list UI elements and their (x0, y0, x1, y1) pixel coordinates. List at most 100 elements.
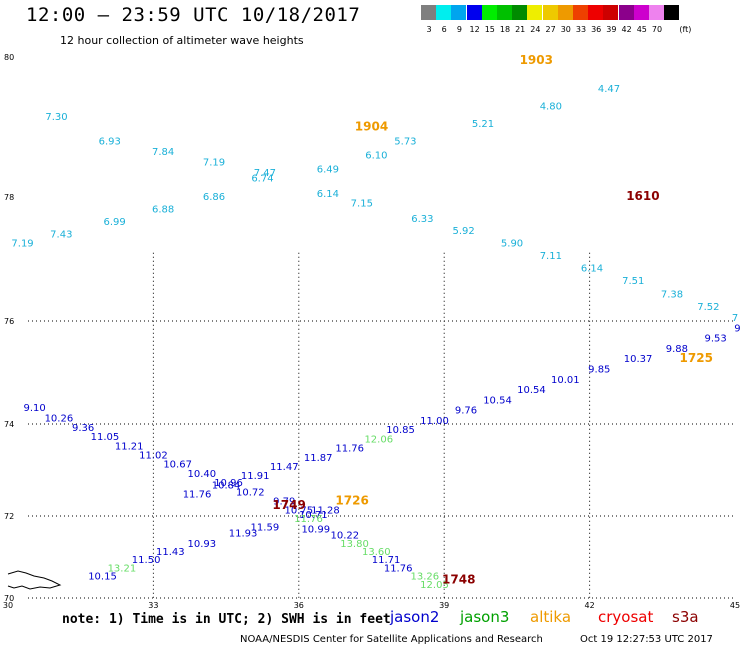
track-time-label: 1749 (272, 498, 305, 512)
swh-value-label: 11.21 (115, 441, 144, 452)
legend-value-label: 70 (651, 25, 663, 34)
swh-value-label: 11.05 (91, 432, 120, 443)
swh-value-label: 9 (734, 323, 740, 334)
swh-value-label: 7 (732, 313, 738, 324)
swh-value-label: 6.86 (203, 192, 225, 203)
legend-swatch (588, 5, 604, 20)
swh-value-label: 10.40 (188, 469, 217, 480)
swh-value-label: 12.05 (420, 580, 449, 591)
swh-value-label: 11.76 (294, 514, 323, 525)
swh-value-label: 10.99 (301, 524, 330, 535)
swh-value-label: 10.26 (45, 413, 74, 424)
longitude-tick-label: 30 (3, 601, 13, 610)
swh-value-label: 6.88 (152, 205, 174, 216)
swh-value-label: 9.53 (704, 334, 726, 345)
swh-value-label: 7.30 (45, 112, 67, 123)
legend-value-label: 36 (591, 25, 602, 34)
swh-value-label: 9.79 (273, 497, 295, 508)
legend-swatch (527, 5, 543, 20)
swh-value-label: 6.49 (317, 165, 339, 176)
swh-value-label: 5.73 (394, 137, 416, 148)
swh-value-label: 7.11 (540, 251, 562, 262)
track-time-label: 1610 (626, 189, 659, 203)
swh-value-label: 7.47 (254, 168, 276, 179)
longitude-tick-label: 33 (148, 601, 158, 610)
swh-value-label: 9.10 (24, 403, 46, 414)
legend-swatch (497, 5, 512, 20)
legend-value-label: 15 (484, 25, 495, 34)
latitude-tick-label: 76 (4, 317, 14, 326)
swh-value-label: 10.54 (483, 395, 512, 406)
satellite-legend-s3a: s3a (672, 608, 699, 626)
swh-value-label: 4.80 (540, 102, 562, 113)
coastline-shape (7, 570, 62, 590)
swh-value-label: 11.59 (251, 522, 280, 533)
swh-value-label: 5.90 (501, 239, 523, 250)
latitude-tick-label: 70 (4, 594, 14, 603)
swh-value-label: 11.76 (335, 444, 364, 455)
swh-value-label: 11.76 (183, 490, 212, 501)
swh-value-label: 11.71 (372, 555, 401, 566)
legend-swatch (603, 5, 619, 20)
legend-swatch (542, 5, 558, 20)
swh-value-label: 5.92 (452, 226, 474, 237)
legend-value-label: 18 (499, 25, 511, 34)
swh-value-label: 6.33 (411, 214, 433, 225)
swh-value-label: 6.74 (251, 174, 273, 185)
longitude-tick-label: 36 (294, 601, 304, 610)
footer-timestamp: Oct 19 12:27:53 UTC 2017 (580, 634, 713, 645)
legend-value-label: 33 (575, 25, 587, 34)
swh-value-label: 11.43 (156, 547, 185, 558)
track-time-label: 1726 (335, 494, 368, 508)
legend-value-label: 45 (636, 25, 647, 34)
legend-value-label: 9 (456, 25, 462, 34)
legend-value-label: 21 (515, 25, 526, 34)
footer-note: note: 1) Time is in UTC; 2) SWH is in fe… (62, 612, 391, 627)
legend-swatch (512, 5, 528, 20)
swh-value-label: 13.60 (362, 547, 391, 558)
legend-swatch (573, 5, 588, 20)
satellite-legend-cryosat: cryosat (598, 608, 654, 626)
legend-value-label: 30 (560, 25, 571, 34)
legend-value-label: 27 (545, 25, 556, 34)
swh-value-label: 11.00 (420, 416, 449, 427)
swh-value-label: 9.85 (588, 365, 610, 376)
swh-value-label: 13.80 (340, 539, 369, 550)
swh-value-label: 11.93 (229, 529, 258, 540)
track-time-label: 1903 (520, 53, 553, 67)
swh-value-label: 7.38 (661, 289, 683, 300)
swh-value-label: 11.76 (384, 563, 413, 574)
swh-value-label: 11.91 (241, 471, 270, 482)
swh-value-label: 13.21 (108, 563, 137, 574)
swh-value-label: 6.10 (365, 151, 387, 162)
legend-value-label: 24 (530, 25, 541, 34)
swh-value-label: 10.37 (624, 354, 653, 365)
swh-value-label: 7.19 (11, 239, 33, 250)
satellite-legend-altika: altika (530, 608, 572, 626)
swh-value-label: 11.28 (311, 506, 340, 517)
swh-value-label: 10.01 (551, 375, 580, 386)
latitude-tick-label: 78 (4, 193, 14, 202)
legend-swatch (618, 5, 634, 20)
legend-swatch (664, 5, 680, 20)
swh-value-label: 10.84 (212, 480, 241, 491)
legend-swatch (649, 5, 664, 20)
swh-value-label: 6.99 (103, 217, 125, 228)
legend-value-label: 3 (426, 25, 432, 34)
legend-swatch (421, 5, 436, 20)
swh-value-label: 10.71 (299, 510, 328, 521)
legend-unit: (ft) (679, 25, 692, 34)
swh-value-label: 10.72 (236, 487, 265, 498)
swh-value-label: 4.47 (598, 84, 620, 95)
swh-value-label: 10.54 (517, 385, 546, 396)
swh-value-label: 11.87 (304, 453, 333, 464)
legend-swatch (481, 5, 497, 20)
swh-value-label: 6.14 (317, 189, 339, 200)
swh-value-label: 10.22 (331, 531, 360, 542)
swh-value-label: 11.47 (270, 462, 299, 473)
legend-value-label: 12 (469, 25, 480, 34)
swh-value-label: 11.50 (132, 555, 161, 566)
swh-value-label: 7.84 (152, 147, 174, 158)
